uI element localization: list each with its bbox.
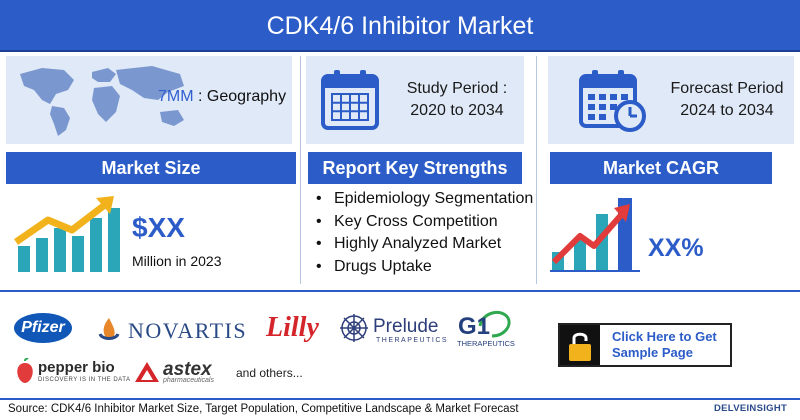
get-sample-page-button[interactable]: Click Here to Get Sample Page <box>558 323 732 367</box>
pepper-bio-icon <box>17 358 33 383</box>
forecast-period-range: 2024 to 2034 <box>680 102 774 119</box>
list-item: Epidemiology Segmentation <box>316 188 533 211</box>
novartis-flame-icon <box>98 318 120 340</box>
market-size-value: $XX <box>132 212 185 243</box>
geography-label: 7MM : Geography <box>158 88 286 106</box>
market-size-heading: Market Size <box>6 152 296 184</box>
delveinsight-logo: DELVEINSIGHT <box>714 403 788 414</box>
key-strengths-list: Epidemiology Segmentation Key Cross Comp… <box>316 188 533 278</box>
geography-highlight: 7MM <box>158 88 194 105</box>
pfizer-logo: Pfizer <box>14 313 72 343</box>
novartis-logo: NOVARTIS <box>128 318 248 343</box>
geography-panel: 7MM : Geography <box>6 56 292 144</box>
prelude-ring-icon <box>340 314 368 342</box>
pepper-bio-subtext: DISCOVERY IS IN THE DATA <box>38 377 131 383</box>
source-note: Source: CDK4/6 Inhibitor Market Size, Ta… <box>8 403 519 415</box>
lock-icon <box>569 332 591 361</box>
g1-logo-subtext: THERAPEUTICS <box>457 339 515 348</box>
prelude-logo: Prelude <box>373 316 439 337</box>
g1-logo: G1 <box>458 313 491 340</box>
forecast-period-label: Forecast Period <box>670 80 784 97</box>
market-cagr-value: XX% <box>648 234 704 262</box>
study-period-range: 2020 to 2034 <box>410 102 504 119</box>
calendar-icon <box>321 70 379 130</box>
list-item: Highly Analyzed Market <box>316 233 533 256</box>
column-divider <box>300 56 301 284</box>
cta-line-1[interactable]: Click Here to Get <box>612 329 717 344</box>
prelude-logo-subtext: THERAPEUTICS <box>376 337 449 344</box>
growth-chart-icon <box>14 196 120 272</box>
astex-logo: astex <box>163 359 212 380</box>
list-item: Key Cross Competition <box>316 211 533 234</box>
study-period-label: Study Period : <box>406 80 508 97</box>
world-map-icon <box>20 66 184 136</box>
calendar-clock-icon <box>579 70 646 132</box>
g1-swoosh-icon <box>478 310 511 338</box>
study-period-text: Study Period : 2020 to 2034 <box>394 78 520 122</box>
lilly-logo: Lilly <box>266 312 319 343</box>
market-size-subtext: Million in 2023 <box>132 253 222 269</box>
cagr-chart-icon <box>550 198 640 272</box>
forecast-period-panel: Forecast Period 2024 to 2034 <box>548 56 794 144</box>
company-logos-band <box>0 290 800 400</box>
study-period-panel: Study Period : 2020 to 2034 <box>306 56 524 144</box>
market-cagr-heading: Market CAGR <box>550 152 772 184</box>
list-item: Drugs Uptake <box>316 256 533 279</box>
cta-line-2[interactable]: Sample Page <box>612 345 693 360</box>
astex-icon <box>135 362 159 382</box>
and-others-text: and others... <box>236 366 303 380</box>
lock-icon-background <box>560 325 600 365</box>
column-divider <box>536 56 537 284</box>
page-title: CDK4/6 Inhibitor Market <box>0 0 800 52</box>
forecast-period-text: Forecast Period 2024 to 2034 <box>660 78 794 122</box>
get-sample-page-label[interactable]: Click Here to Get Sample Page <box>612 329 717 361</box>
astex-logo-subtext: pharmaceuticals <box>163 377 214 384</box>
geography-suffix: : Geography <box>193 88 287 105</box>
key-strengths-heading: Report Key Strengths <box>308 152 522 184</box>
pepper-bio-logo: pepper bio <box>38 359 115 376</box>
